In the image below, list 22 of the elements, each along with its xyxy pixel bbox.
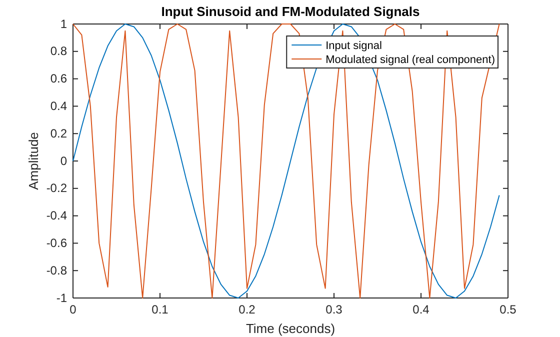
x-axis-title: Time (seconds) bbox=[246, 321, 336, 336]
x-tick-label: 0 bbox=[70, 302, 77, 317]
chart-title: Input Sinusoid and FM-Modulated Signals bbox=[161, 4, 420, 19]
y-tick-label: 0.6 bbox=[50, 72, 68, 86]
y-tick-label: 0 bbox=[60, 154, 68, 168]
y-tick-label: -0.8 bbox=[46, 263, 68, 278]
y-tick-label: -1 bbox=[56, 290, 68, 305]
x-tick-label: 0.3 bbox=[326, 302, 343, 317]
x-tick-label: 0.4 bbox=[412, 302, 430, 317]
legend-label: Modulated signal (real component) bbox=[326, 54, 495, 66]
y-tick-label: 0.8 bbox=[50, 44, 68, 58]
y-axis-title: Amplitude bbox=[26, 132, 41, 190]
x-tick-label: 0.2 bbox=[238, 302, 256, 317]
x-tick-label: 0.5 bbox=[500, 302, 517, 317]
y-tick-label: -0.2 bbox=[46, 181, 68, 196]
y-tick-label: 0.4 bbox=[50, 99, 68, 114]
x-tick-label: 0.1 bbox=[152, 302, 169, 317]
y-tick-label: -0.4 bbox=[46, 208, 68, 223]
y-tick-label: -0.6 bbox=[46, 236, 68, 250]
legend-label: Input signal bbox=[326, 40, 382, 52]
y-tick-label: 0.2 bbox=[50, 126, 68, 140]
y-tick-label: 1 bbox=[60, 16, 68, 31]
